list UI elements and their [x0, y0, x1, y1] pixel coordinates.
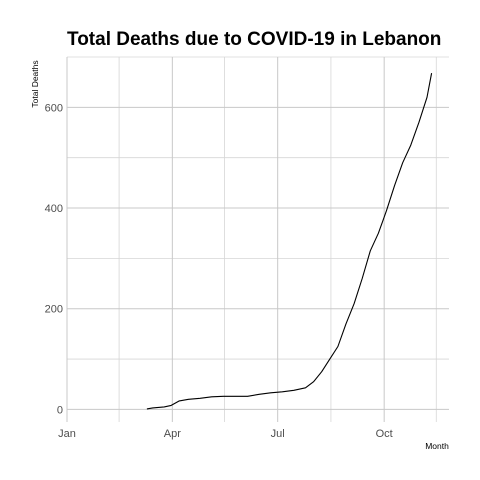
series-layer — [146, 72, 433, 410]
x-tick-label: Apr — [164, 428, 181, 440]
y-tick-label: 400 — [45, 203, 63, 215]
x-axis-title: Month — [425, 441, 449, 451]
x-tick-label: Oct — [376, 428, 393, 440]
chart-title: Total Deaths due to COVID-19 in Lebanon — [67, 29, 441, 50]
y-tick-label: 600 — [45, 102, 63, 114]
y-tick-label: 0 — [57, 404, 63, 416]
y-axis-title: Total Deaths — [30, 60, 40, 107]
x-tick-labels: Jan Apr Jul Oct — [58, 428, 393, 440]
y-tick-labels: 0 200 400 600 — [45, 102, 63, 416]
minor-gridlines — [67, 56, 449, 422]
x-tick-label: Jan — [58, 428, 76, 440]
x-tick-label: Jul — [271, 428, 285, 440]
major-gridlines — [66, 57, 449, 422]
series-line-total-deaths — [146, 72, 433, 410]
y-tick-label: 200 — [45, 304, 63, 316]
